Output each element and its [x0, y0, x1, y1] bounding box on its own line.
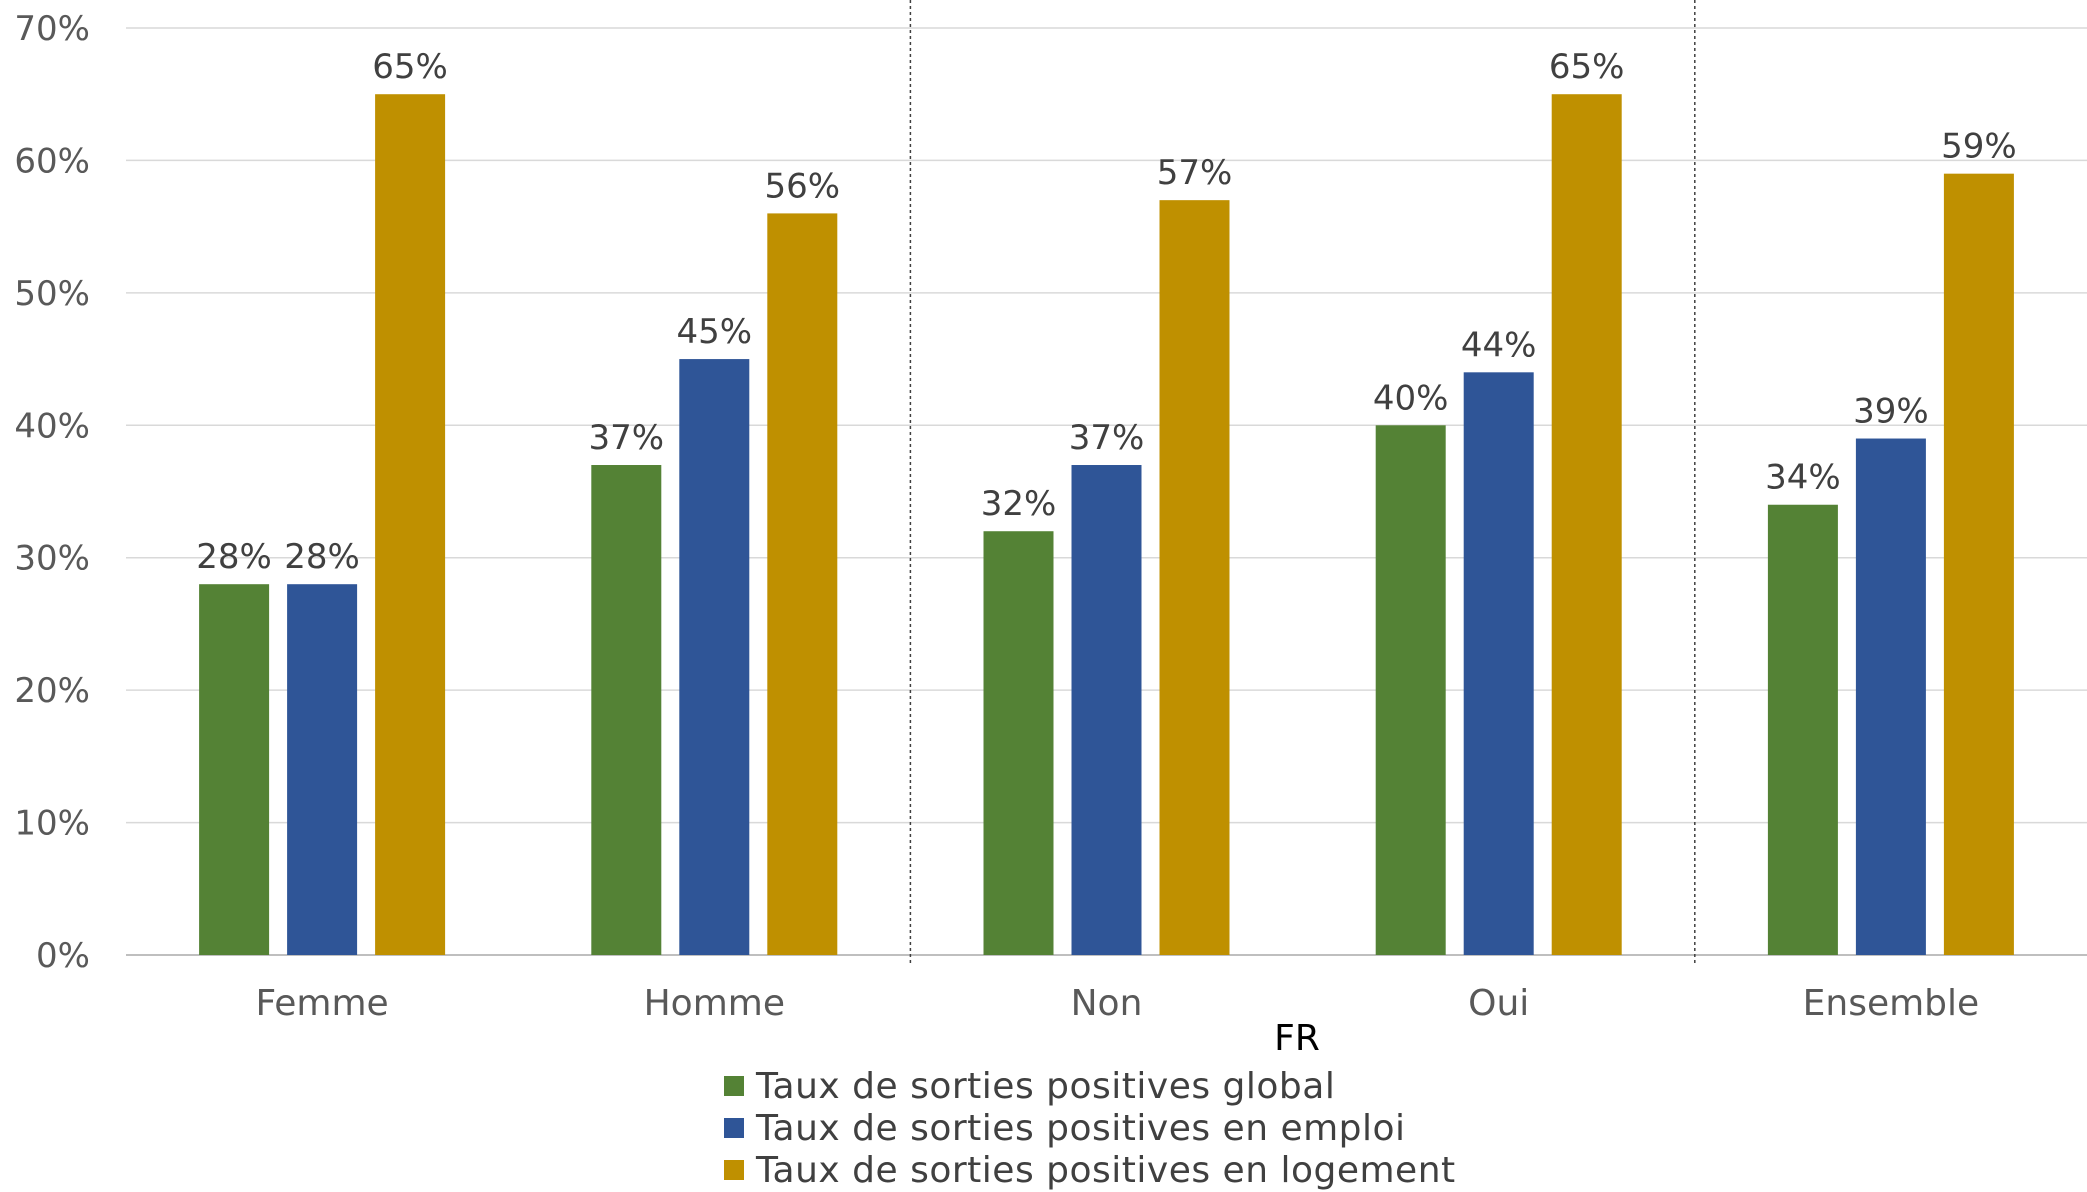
y-tick-label: 30% [14, 539, 90, 579]
bar [1551, 94, 1622, 955]
bar [1159, 200, 1230, 955]
bar [591, 465, 662, 955]
y-tick-label: 40% [14, 406, 90, 446]
data-label: 65% [372, 47, 448, 87]
legend-swatch-logement [724, 1160, 744, 1180]
legend-item-logement: Taux de sorties positives en logement [724, 1149, 1456, 1191]
legend-label-logement: Taux de sorties positives en logement [756, 1149, 1456, 1191]
data-label: 34% [1765, 458, 1841, 498]
data-label: 45% [677, 312, 753, 352]
data-label: 57% [1157, 153, 1233, 193]
bar [1855, 438, 1926, 955]
data-label: 40% [1373, 378, 1449, 418]
y-tick-label: 10% [14, 804, 90, 844]
legend-label-emploi: Taux de sorties positives en emploi [756, 1107, 1406, 1149]
bar [1375, 425, 1446, 955]
data-label: 37% [1069, 418, 1145, 458]
x-tick-label: Oui [1468, 983, 1529, 1024]
bar [1463, 372, 1534, 955]
bar [679, 359, 750, 956]
legend-swatch-emploi [724, 1118, 744, 1138]
bar [767, 213, 838, 955]
y-tick-label: 60% [14, 141, 90, 181]
x-tick-label: Homme [644, 983, 785, 1024]
data-label: 59% [1941, 127, 2017, 167]
bar [1943, 173, 2014, 955]
legend-label-global: Taux de sorties positives global [756, 1065, 1336, 1107]
data-label: 32% [981, 484, 1057, 524]
bar [1767, 504, 1838, 955]
data-label: 28% [284, 537, 360, 577]
x-tick-label: Non [1071, 983, 1143, 1024]
bar [375, 94, 446, 955]
data-label: 37% [589, 418, 665, 458]
x-tick-label: Femme [256, 983, 389, 1024]
y-tick-label: 50% [14, 274, 90, 314]
group-label: FR [1274, 1018, 1320, 1059]
legend: Taux de sorties positives global Taux de… [724, 1065, 1456, 1191]
bar [199, 584, 270, 955]
x-tick-label: Ensemble [1803, 983, 1980, 1024]
bar [1071, 465, 1142, 955]
y-tick-label: 70% [14, 9, 90, 49]
data-label: 28% [196, 537, 272, 577]
legend-item-global: Taux de sorties positives global [724, 1065, 1456, 1107]
legend-item-emploi: Taux de sorties positives en emploi [724, 1107, 1456, 1149]
bar [287, 584, 358, 955]
data-label: 56% [765, 166, 841, 206]
data-label: 39% [1853, 392, 1929, 432]
data-label: 65% [1549, 47, 1625, 87]
y-tick-label: 0% [36, 936, 90, 976]
bar [983, 531, 1054, 955]
y-tick-label: 20% [14, 671, 90, 711]
legend-swatch-global [724, 1076, 744, 1096]
data-label: 44% [1461, 325, 1537, 365]
